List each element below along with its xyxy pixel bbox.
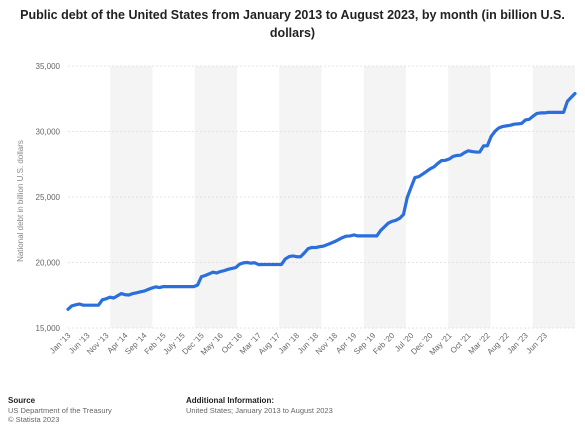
additional-info-text: United States; January 2013 to August 20… — [186, 405, 333, 415]
source-text: US Department of the Treasury — [8, 405, 112, 415]
x-tick-label: Feb '20 — [371, 331, 396, 356]
y-axis-label: National debt in billion U.S. dollars — [16, 140, 25, 262]
copyright-text: © Statista 2023 — [8, 415, 60, 424]
y-axis-ticks: 15,000 20,000 25,000 30,000 35,000 — [36, 62, 61, 333]
x-tick-label: Nov '18 — [314, 331, 340, 357]
y-tick-label: 20,000 — [36, 259, 61, 268]
x-tick-label: Nov '13 — [85, 331, 111, 357]
chart-title: Public debt of the United States from Ja… — [20, 8, 565, 40]
y-tick-label: 15,000 — [36, 324, 61, 333]
x-tick-label: Aug '17 — [257, 331, 283, 357]
source-heading: Source — [8, 396, 36, 405]
additional-info-block: Additional Information: United States; J… — [186, 396, 333, 415]
y-tick-label: 30,000 — [36, 128, 61, 137]
gridlines — [68, 65, 575, 329]
x-tick-label: Aug '22 — [485, 331, 511, 357]
series-line — [66, 91, 577, 311]
y-tick-label: 25,000 — [36, 193, 61, 202]
source-block: Source US Department of the Treasury © S… — [8, 396, 112, 425]
y-tick-label: 35,000 — [36, 62, 61, 71]
additional-info-heading: Additional Information: — [186, 396, 274, 405]
x-tick-label: Jun '23 — [524, 331, 549, 356]
